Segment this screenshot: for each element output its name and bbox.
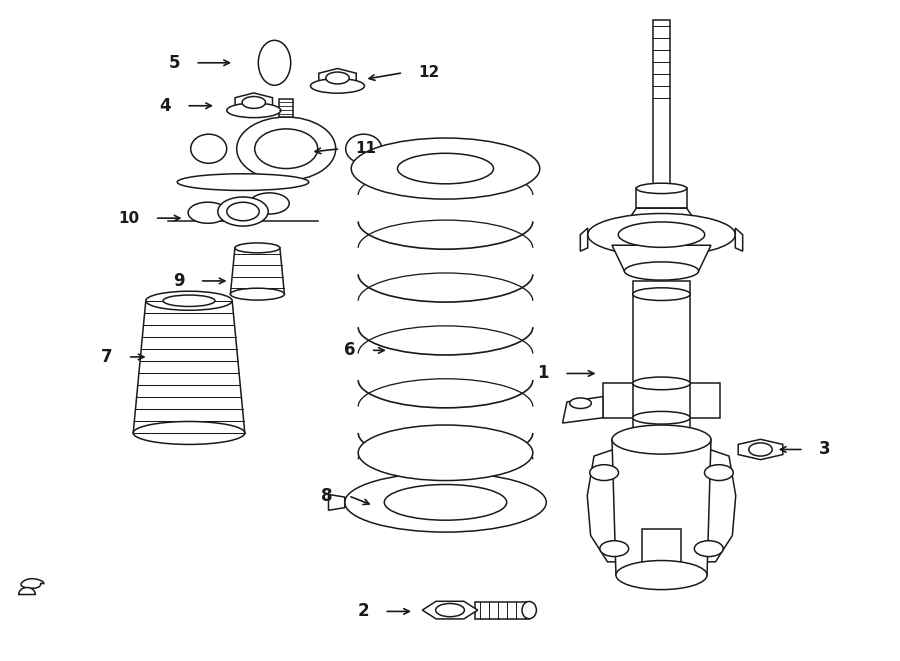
Ellipse shape xyxy=(310,79,365,93)
Polygon shape xyxy=(587,443,633,562)
Ellipse shape xyxy=(249,193,289,214)
Polygon shape xyxy=(328,494,345,510)
Text: 9: 9 xyxy=(173,272,184,290)
Text: 12: 12 xyxy=(418,65,440,80)
Polygon shape xyxy=(279,99,293,117)
Polygon shape xyxy=(230,248,284,294)
Ellipse shape xyxy=(326,72,349,84)
Ellipse shape xyxy=(242,97,266,108)
Text: 8: 8 xyxy=(321,486,333,505)
Ellipse shape xyxy=(230,288,284,300)
Polygon shape xyxy=(319,69,356,87)
Ellipse shape xyxy=(633,411,690,424)
Ellipse shape xyxy=(599,541,629,557)
Ellipse shape xyxy=(163,295,215,307)
Ellipse shape xyxy=(255,129,318,169)
Ellipse shape xyxy=(612,425,711,454)
Polygon shape xyxy=(618,208,705,235)
Text: 2: 2 xyxy=(357,602,369,621)
Ellipse shape xyxy=(227,103,281,118)
Ellipse shape xyxy=(749,443,772,456)
Ellipse shape xyxy=(398,153,493,184)
Polygon shape xyxy=(133,301,245,433)
Text: 4: 4 xyxy=(159,97,171,115)
Ellipse shape xyxy=(351,138,540,199)
Polygon shape xyxy=(636,188,687,208)
Text: 7: 7 xyxy=(101,348,112,366)
Ellipse shape xyxy=(177,174,309,190)
Ellipse shape xyxy=(618,222,705,247)
Ellipse shape xyxy=(625,262,698,280)
Ellipse shape xyxy=(218,197,268,226)
Polygon shape xyxy=(235,93,273,112)
Ellipse shape xyxy=(436,603,464,617)
Polygon shape xyxy=(19,588,35,594)
Polygon shape xyxy=(475,602,529,619)
Ellipse shape xyxy=(237,117,336,180)
Text: 3: 3 xyxy=(819,440,831,459)
Polygon shape xyxy=(612,245,711,271)
Ellipse shape xyxy=(522,602,536,619)
Ellipse shape xyxy=(588,214,735,256)
Polygon shape xyxy=(735,228,742,251)
Polygon shape xyxy=(422,602,478,619)
Ellipse shape xyxy=(705,465,734,481)
Polygon shape xyxy=(642,529,681,562)
Text: 5: 5 xyxy=(168,54,180,72)
Polygon shape xyxy=(612,440,711,575)
Ellipse shape xyxy=(346,134,382,163)
Text: 6: 6 xyxy=(344,341,356,360)
Ellipse shape xyxy=(258,40,291,85)
Ellipse shape xyxy=(345,473,546,532)
Ellipse shape xyxy=(191,134,227,163)
Polygon shape xyxy=(562,397,603,423)
Ellipse shape xyxy=(384,485,507,520)
Polygon shape xyxy=(738,440,783,459)
Ellipse shape xyxy=(188,202,228,223)
Ellipse shape xyxy=(227,202,259,221)
Text: 1: 1 xyxy=(537,364,549,383)
Polygon shape xyxy=(603,383,720,418)
Polygon shape xyxy=(633,281,690,440)
Ellipse shape xyxy=(695,541,724,557)
Ellipse shape xyxy=(633,288,690,301)
Polygon shape xyxy=(580,228,588,251)
Text: 11: 11 xyxy=(356,141,376,156)
Ellipse shape xyxy=(570,398,591,408)
Text: 10: 10 xyxy=(119,211,140,225)
Polygon shape xyxy=(21,578,44,588)
Ellipse shape xyxy=(358,425,533,481)
Ellipse shape xyxy=(633,377,690,390)
Ellipse shape xyxy=(590,465,618,481)
Polygon shape xyxy=(690,443,736,562)
Polygon shape xyxy=(653,20,670,185)
Ellipse shape xyxy=(636,183,687,194)
Ellipse shape xyxy=(133,422,245,444)
Ellipse shape xyxy=(616,561,707,590)
Ellipse shape xyxy=(235,243,280,253)
Ellipse shape xyxy=(146,292,232,310)
